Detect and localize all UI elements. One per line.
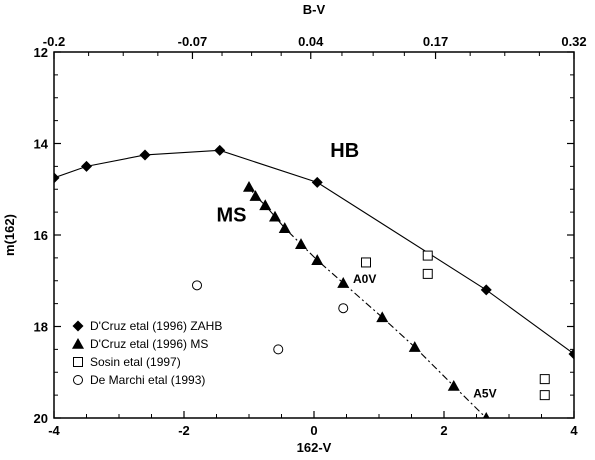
top-axis-title: B-V xyxy=(303,2,326,17)
data-point xyxy=(447,379,460,391)
annotation-layer: HB MS A0V A5V xyxy=(217,140,497,400)
x-tick-label: 4 xyxy=(570,423,578,438)
x-tick-label: -4 xyxy=(48,423,60,438)
series-markers xyxy=(243,180,490,418)
legend-label: D'Cruz etal (1996) ZAHB xyxy=(90,319,222,333)
legend-item: Sosin etal (1997) xyxy=(73,355,181,369)
data-point xyxy=(422,268,433,279)
series-layer xyxy=(54,144,574,418)
data-point xyxy=(243,180,255,192)
y-tick-label: 16 xyxy=(34,228,48,243)
x-axis-title: 162-V xyxy=(297,440,332,455)
annotation-label: HB xyxy=(330,140,359,162)
y-axis-title: m(162) xyxy=(2,214,17,256)
data-point xyxy=(539,374,550,385)
data-point xyxy=(361,257,371,268)
data-point xyxy=(539,390,550,401)
series-3 xyxy=(361,250,550,401)
x-tick-label: 2 xyxy=(440,423,447,438)
data-point xyxy=(408,341,421,352)
top-tick-label: -0.07 xyxy=(178,34,208,49)
data-point xyxy=(376,311,389,323)
annotation-label: A5V xyxy=(473,386,496,400)
data-point xyxy=(259,199,272,211)
series-markers xyxy=(361,250,550,401)
data-point xyxy=(338,303,349,314)
data-point xyxy=(81,160,92,172)
data-point xyxy=(482,412,490,418)
legend-label: D'Cruz etal (1996) MS xyxy=(90,337,208,351)
top-tick-label: -0.2 xyxy=(43,34,65,49)
data-point xyxy=(311,254,324,265)
series-4 xyxy=(192,280,349,355)
series-1 xyxy=(54,144,574,360)
x-tick-label: -2 xyxy=(178,423,190,438)
y-tick-label: 12 xyxy=(34,45,48,60)
axis-ticks: -4 -2 0 2 4 -0.2 -0.07 0.04 0.17 0.32 12 14 16 18 20 xyxy=(34,34,587,438)
legend-marker xyxy=(73,375,83,385)
data-point xyxy=(568,348,574,360)
top-tick-label: 0.32 xyxy=(561,34,586,49)
legend-marker xyxy=(73,357,83,367)
top-tick-label: 0.17 xyxy=(423,34,448,49)
data-point xyxy=(269,210,281,222)
data-point xyxy=(54,172,60,184)
data-point xyxy=(337,277,350,288)
plot-frame xyxy=(53,51,575,419)
legend-item: De Marchi etal (1993) xyxy=(73,373,205,387)
data-point xyxy=(273,344,284,355)
annotation-label: MS xyxy=(217,204,247,226)
data-point xyxy=(422,250,433,261)
y-tick-label: 14 xyxy=(34,137,49,152)
legend-marker xyxy=(72,338,84,349)
legend: D'Cruz etal (1996) ZAHB D'Cruz etal (1996… xyxy=(72,319,222,387)
y-tick-label: 20 xyxy=(34,411,48,426)
annotation-label: A0V xyxy=(353,272,376,286)
y-tick-label: 18 xyxy=(34,320,48,335)
legend-item: D'Cruz etal (1996) MS xyxy=(72,337,208,351)
data-point xyxy=(311,176,323,188)
data-point xyxy=(192,280,202,291)
data-point xyxy=(480,284,492,296)
data-point xyxy=(249,190,262,201)
legend-label: Sosin etal (1997) xyxy=(90,355,181,369)
legend-item: D'Cruz etal (1996) ZAHB xyxy=(72,319,222,333)
data-point xyxy=(139,149,151,161)
legend-marker xyxy=(72,320,84,332)
data-point xyxy=(214,144,226,156)
legend-label: De Marchi etal (1993) xyxy=(90,373,205,387)
series-markers xyxy=(54,144,574,360)
series-2 xyxy=(243,180,490,418)
top-tick-label: 0.04 xyxy=(298,34,324,49)
series-markers xyxy=(192,280,349,355)
data-point xyxy=(278,222,291,233)
data-point xyxy=(295,238,307,249)
x-tick-label: 0 xyxy=(310,423,317,438)
series-line xyxy=(248,186,487,418)
